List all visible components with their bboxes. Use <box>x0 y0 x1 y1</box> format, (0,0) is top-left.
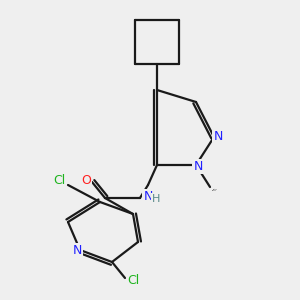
Text: Cl: Cl <box>53 173 65 187</box>
Text: N: N <box>72 244 82 256</box>
Text: N: N <box>213 130 223 142</box>
Text: methyl: methyl <box>213 188 218 190</box>
Text: N: N <box>143 190 153 202</box>
Text: Cl: Cl <box>127 274 139 287</box>
Text: O: O <box>81 175 91 188</box>
Text: methyl: methyl <box>212 189 216 190</box>
Text: H: H <box>152 194 160 204</box>
Text: N: N <box>193 160 203 172</box>
